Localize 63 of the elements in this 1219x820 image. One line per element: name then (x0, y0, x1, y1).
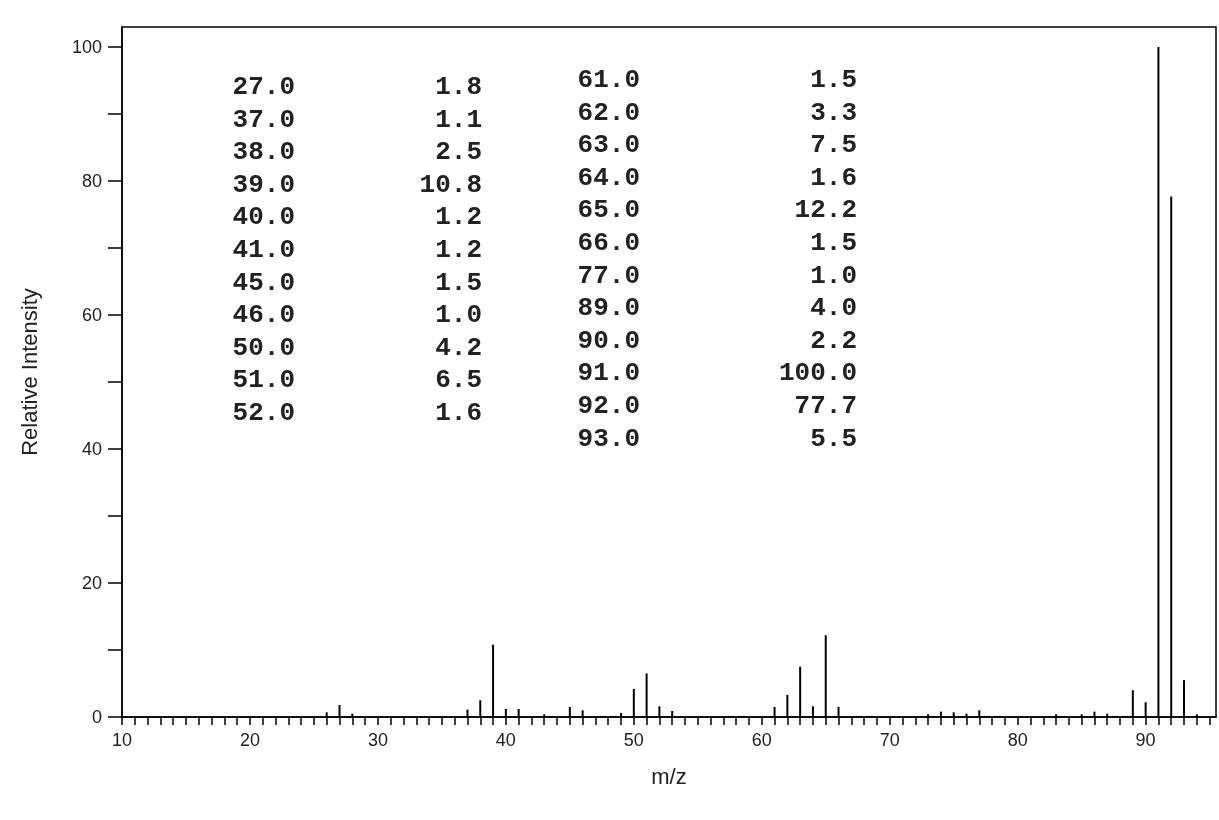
annotation: 2.2 (810, 325, 857, 356)
annotation: 27.0 (232, 72, 295, 102)
x-axis-title: m/z (651, 763, 687, 789)
annotation: 50.0 (232, 332, 295, 363)
annotation: 89.0 (577, 293, 640, 324)
annotation: 1.6 (435, 398, 482, 428)
annotation: 5.5 (810, 423, 857, 454)
annotation: 64.0 (577, 162, 640, 193)
x-tick-label: 30 (367, 730, 388, 750)
annotation: 52.0 (232, 398, 295, 428)
annotation: 93.0 (577, 423, 640, 454)
y-tick-label: 60 (81, 305, 102, 326)
annotation: 37.0 (232, 104, 295, 135)
annotation: 1.2 (435, 202, 482, 233)
annotation: 90.0 (577, 325, 640, 356)
x-tick-label: 50 (623, 730, 644, 750)
y-tick-label: 80 (81, 171, 102, 192)
x-tick-label: 60 (751, 730, 772, 750)
annotation: 66.0 (577, 228, 640, 258)
annotation: 1.0 (810, 260, 857, 291)
annotation: 1.0 (435, 300, 482, 331)
annotation: 1.2 (435, 235, 482, 265)
annotation: 2.5 (435, 137, 482, 168)
annotation: 45.0 (232, 267, 295, 298)
annotation: 10.8 (419, 169, 482, 200)
annotation: 7.5 (810, 130, 857, 161)
y-tick-label: 40 (81, 439, 102, 460)
y-tick-label: 20 (81, 573, 102, 594)
annotation: 91.0 (577, 358, 640, 389)
annotation: 77.7 (794, 391, 857, 421)
annotation: 1.6 (810, 162, 857, 193)
y-tick-label: 0 (91, 707, 102, 727)
annotation: 1.1 (435, 104, 482, 135)
annotation: 1.5 (810, 65, 857, 95)
x-tick-label: 20 (239, 730, 260, 750)
annotation: 4.2 (435, 332, 482, 363)
x-tick-label: 10 (111, 730, 133, 750)
annotation: 41.0 (232, 235, 295, 265)
x-tick-label: 90 (1135, 730, 1156, 750)
x-tick-label: 80 (1007, 730, 1028, 750)
annotation: 65.0 (577, 195, 640, 226)
x-tick-label: 40 (495, 730, 516, 750)
y-axis-title: Relative Intensity (16, 288, 42, 456)
annotation: 39.0 (232, 169, 295, 200)
annotation: 1.5 (435, 267, 482, 298)
annotation: 1.8 (435, 72, 482, 102)
annotation: 6.5 (435, 365, 482, 396)
y-tick-label: 100 (71, 37, 102, 58)
annotation: 61.0 (577, 65, 640, 95)
annotation: 4.0 (810, 293, 857, 324)
annotation: 38.0 (232, 137, 295, 168)
annotation: 1.5 (810, 228, 857, 258)
annotation: 46.0 (232, 300, 295, 331)
annotation: 51.0 (232, 365, 295, 396)
annotation: 40.0 (232, 202, 295, 233)
annotation: 12.2 (794, 195, 857, 226)
annotation: 3.3 (810, 97, 857, 128)
annotation: 62.0 (577, 97, 640, 128)
annotation: 77.0 (577, 260, 640, 291)
x-tick-label: 70 (879, 730, 900, 750)
annotation: 63.0 (577, 130, 640, 161)
annotation: 92.0 (577, 391, 640, 421)
annotation: 100.0 (778, 358, 857, 389)
